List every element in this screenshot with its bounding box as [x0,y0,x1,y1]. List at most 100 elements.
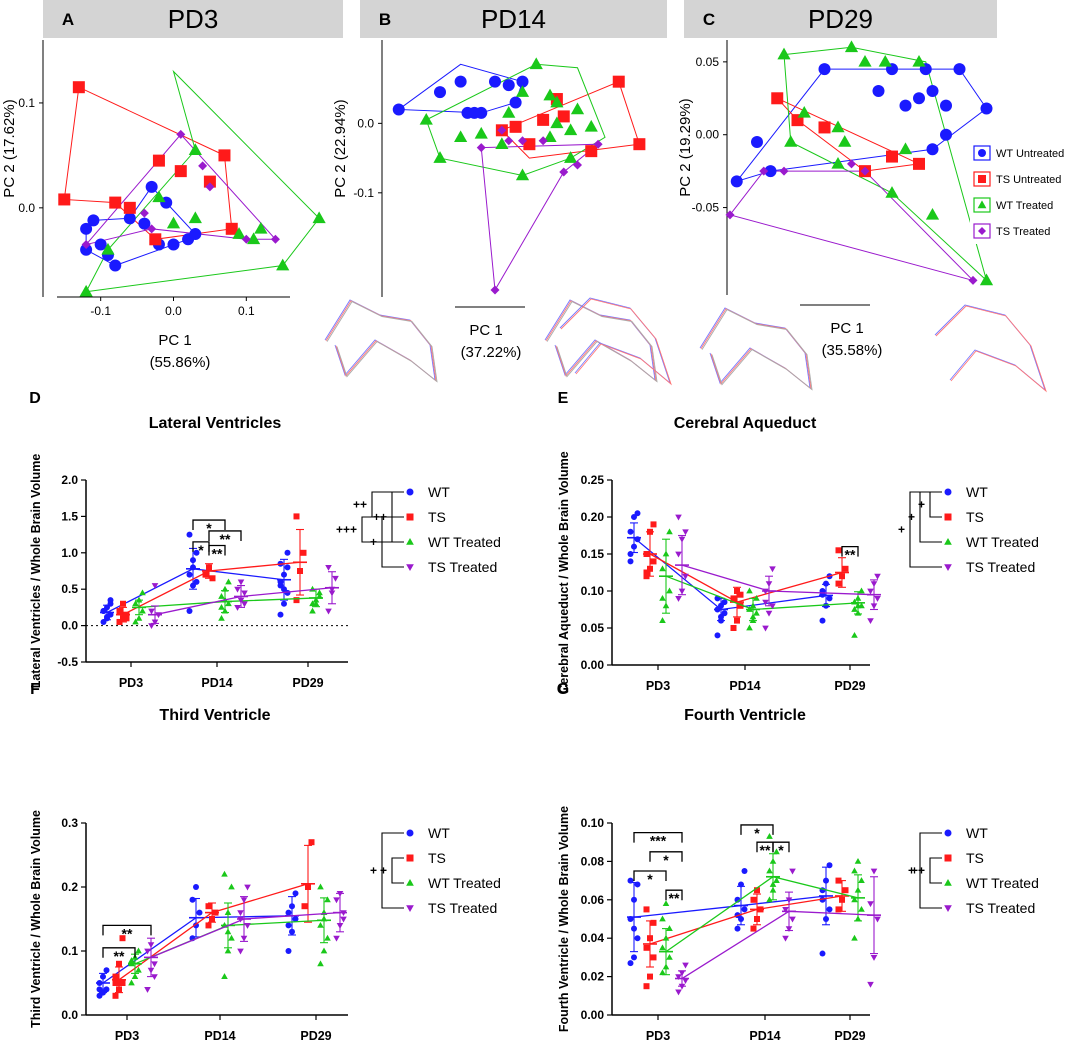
data-point-ts-treated [867,901,874,908]
legend-label: TS [428,850,446,866]
data-point-wt-treated [317,883,324,890]
data-point-ts [116,960,122,967]
skull-wireframe [546,301,658,383]
data-point-ts [301,903,308,910]
data-point-ts [835,547,842,554]
pca-point-wt-untreated [454,75,467,88]
data-point-wt-treated [851,896,858,903]
data-point-wt [826,595,833,602]
y-axis-label: Cerebral Aqueduct / Whole Brain Volume [557,451,571,693]
data-point-ts-treated [682,573,689,580]
data-point-wt-treated [324,896,331,903]
pca-point-wt-untreated [926,143,939,156]
skull-wireframe [560,298,672,386]
legend-marker [944,513,952,521]
y-tick-label: 0.1 [61,944,78,958]
data-point-ts-treated [237,910,244,917]
legend-label: WT [428,825,450,841]
significance-label: * [647,871,653,887]
data-point-ts-treated [340,916,347,923]
pca-point-wt-treated [831,120,845,133]
y-axis-label: PC 2 (19.29%) [677,98,694,196]
pca-point-ts-treated [490,285,500,295]
panel-letter: F [30,681,40,698]
data-point-ts-treated [151,961,158,968]
legend-marker [944,488,952,496]
significance-label: * [663,852,669,868]
legend-bracket-label: ++ [911,864,925,878]
data-point-wt [285,948,292,954]
data-point-wt-treated [317,960,324,967]
y-tick-label: 0.0 [357,116,374,130]
data-point-ts-treated [789,868,796,875]
significance-bracket [740,824,774,835]
pca-point-wt-treated [878,54,892,67]
y-tick-label: 0.1 [18,96,35,110]
data-point-ts [112,973,119,980]
panel-header-bar [43,0,343,38]
data-point-wt [96,986,103,993]
data-point-ts [120,600,126,607]
pca-point-wt-treated [844,40,859,53]
x-tick-label: PD29 [292,676,323,690]
pca-point-wt-treated [495,137,509,149]
pca-point-ts-untreated [149,233,162,246]
pca-point-wt-untreated [730,175,743,188]
pca-point-wt-untreated [94,238,107,251]
data-point-ts-treated [675,989,682,996]
y-tick-label: 0.02 [581,970,605,984]
y-tick-label: 0.15 [581,547,605,561]
data-point-ts-treated [148,608,155,615]
legend-label: TS Treated [428,900,497,916]
data-point-wt-treated [317,921,324,928]
data-point-wt [823,580,829,587]
data-point-ts [842,887,849,894]
y-tick-label: 0.25 [581,473,605,487]
pca-point-ts-untreated [203,175,216,188]
legend-bracket-label: ++ [353,498,367,512]
pca-point-wt-treated [188,211,202,224]
legend-marker [944,537,952,545]
data-point-ts [119,935,126,942]
skull-wireframe [544,299,656,382]
pca-point-wt-untreated [516,75,529,88]
y-tick-label: 0.20 [581,510,605,524]
data-point-wt-treated [753,609,760,616]
y-tick-label: 1.0 [61,546,78,560]
data-point-ts [123,615,130,622]
data-point-wt [186,608,193,615]
data-point-wt-treated [854,857,862,864]
pca-point-ts-treated [779,166,789,176]
data-point-ts-treated [782,935,789,942]
significance-label: ** [220,531,231,547]
legend-bracket-label: + [918,498,925,512]
data-point-ts [205,903,212,910]
legend-label: WT [966,825,988,841]
data-point-wt [721,599,728,606]
data-point-wt [281,600,287,607]
pca-point-ts-untreated [58,193,71,206]
data-point-wt-treated [659,617,666,623]
pca-point-ts-untreated [152,154,165,167]
data-point-wt-treated [746,624,753,631]
hull-wt-treated [425,63,606,176]
data-point-wt [741,906,748,913]
significance-bracket [208,530,242,541]
pca-point-wt-treated [502,106,516,118]
data-point-wt-treated [666,528,673,535]
pca-point-wt-untreated [502,79,515,92]
x-tick-label: PD14 [201,676,232,690]
data-point-ts [119,980,126,986]
legend-bracket-label: + [898,523,905,537]
x-tick-label: PD3 [119,676,143,690]
data-point-wt-treated [659,565,666,572]
pca-point-wt-treated [152,190,166,203]
significance-label: ** [212,546,223,562]
data-point-wt-treated [221,870,228,877]
skull-wireframe [559,297,671,385]
pca-point-wt-treated [232,227,246,239]
data-point-ts-treated [144,948,151,955]
data-point-wt-treated [128,979,135,986]
pca-point-wt-untreated [872,85,885,97]
data-point-ts [647,973,653,980]
